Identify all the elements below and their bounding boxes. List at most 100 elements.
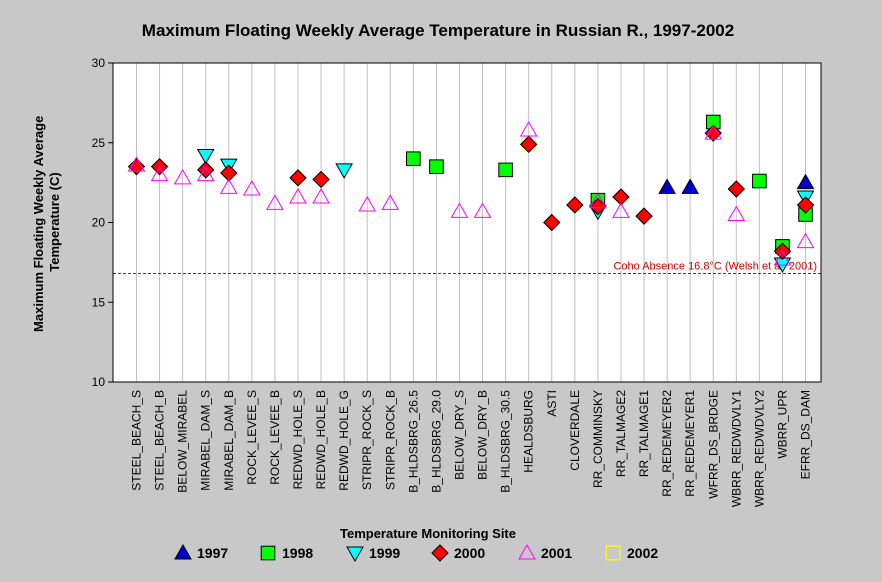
point-2001 (450, 202, 469, 218)
annotation-group: Coho Absence 16.8°C (Welsh et al. 2001) (113, 261, 821, 275)
point-2001 (796, 232, 815, 249)
point-2000 (220, 164, 238, 182)
legend-marker-2001 (518, 543, 536, 560)
x-tick-label: MIRABEL_DAM_B (222, 390, 236, 491)
x-tick-label: STRIPR_ROCK_B (383, 390, 397, 490)
point-2000 (519, 135, 538, 154)
threshold-label: Coho Absence 16.8°C (Welsh et al. 2001) (613, 261, 817, 273)
x-tick-label: BELOW_DRY_S (452, 390, 466, 480)
point-2001 (173, 168, 192, 185)
legend-label: 1998 (282, 545, 313, 561)
x-tick-label: B_HLDSBRG_29.0 (429, 390, 443, 493)
x-tick-label: RR_REDEMEYER2 (660, 390, 674, 497)
x-tick-label: WFRR_DS_BRDGE (706, 390, 720, 499)
x-tick-label: RR_TALMAGE2 (614, 390, 628, 477)
data-points (127, 114, 815, 273)
point-2001 (589, 192, 607, 209)
x-tick-label: WBRR_REDWDVLY2 (752, 390, 766, 507)
point-1997 (658, 178, 676, 194)
point-2000 (612, 188, 630, 206)
legend-label: 2002 (627, 545, 658, 561)
point-2001 (150, 165, 169, 182)
legend-label: 2001 (541, 545, 572, 561)
point-1999 (335, 163, 353, 179)
x-tick-label: WBRR_REDWDVLY1 (729, 390, 743, 507)
x-tick-label: BELOW_MIRABEL (176, 390, 190, 493)
point-2000 (312, 170, 330, 189)
y-tick-label: 10 (92, 375, 106, 389)
x-axis-categories: STEEL_BEACH_S STEEL_BEACH_B BELOW_MIRABEL M… (130, 390, 813, 507)
y-axis-label-line2: Temperature (C) (47, 172, 62, 271)
point-2001 (381, 194, 400, 210)
point-2001 (612, 202, 630, 218)
legend-label: 1999 (369, 545, 400, 561)
x-tick-label: HEALDSBURG (522, 390, 536, 473)
point-1997 (681, 178, 700, 194)
x-tick-label: STEEL_BEACH_B (153, 390, 167, 491)
point-2001 (358, 195, 377, 212)
point-2000 (635, 207, 653, 225)
legend-label: 1997 (197, 545, 228, 561)
legend: 1997 1998 1999 2000 2001 2002 (174, 543, 658, 563)
y-axis-label-line1: Maximum Floating Weekly Average (31, 116, 46, 332)
x-tick-label: STRIPR_ROCK_S (360, 390, 374, 490)
point-2001 (242, 179, 261, 196)
point-1997 (796, 173, 815, 190)
x-tick-label: RR_REDEMEYER1 (683, 390, 697, 497)
y-tick-label: 30 (92, 56, 106, 70)
x-tick-label: STEEL_BEACH_S (130, 390, 144, 491)
chart-title: Maximum Floating Weekly Average Temperat… (142, 21, 734, 40)
point-2000 (566, 196, 584, 214)
point-2001 (196, 165, 215, 182)
point-2000 (727, 180, 746, 198)
x-tick-label: B_HLDSBRG_26.5 (406, 390, 420, 493)
point-2000 (704, 124, 722, 142)
point-1999 (196, 149, 215, 165)
point-2000 (289, 169, 307, 187)
point-2001 (266, 194, 284, 210)
grid-lines (136, 63, 807, 382)
point-1998 (429, 159, 444, 174)
x-tick-label: REDWD_HOLE_B (314, 390, 328, 489)
x-tick-label: EFRR_DS_DAM (799, 390, 813, 479)
point-2001 (219, 178, 238, 194)
legend-marker-1997 (174, 543, 192, 560)
point-2001 (727, 205, 746, 222)
y-tick-label: 20 (92, 216, 106, 230)
point-2001 (312, 187, 330, 204)
point-1998 (406, 151, 421, 166)
x-tick-label: B_HLDSBRG_30.5 (499, 390, 513, 493)
y-axis: 10 15 20 25 30 (92, 56, 113, 389)
x-axis-label: Temperature Monitoring Site (340, 526, 516, 541)
x-tick-label: REDWD_HOLE_G (337, 390, 351, 491)
point-2001 (519, 120, 538, 137)
x-tick-label: MIRABEL_DAM_S (199, 390, 213, 491)
point-2001 (127, 156, 146, 172)
point-2001 (289, 187, 307, 204)
point-2001 (773, 250, 792, 266)
y-axis-label: Maximum Floating Weekly Average Temperat… (31, 112, 62, 332)
plot-frame (112, 62, 822, 383)
x-tick-label: CLOVERDALE (568, 390, 582, 471)
y-tick-label: 25 (92, 136, 106, 150)
x-tick-label: ROCK_LEVEE_B (268, 390, 282, 485)
point-1998 (498, 162, 513, 178)
x-tick-label: ROCK_LEVEE_S (245, 390, 259, 485)
point-2001 (704, 124, 723, 140)
point-2001 (473, 202, 492, 218)
y-tick-label: 15 (92, 295, 106, 309)
x-tick-label: REDWD_HOLE_S (291, 390, 305, 489)
legend-label: 2000 (454, 545, 485, 561)
x-tick-label: ASTI (545, 390, 559, 417)
legend-marker-1999 (346, 546, 364, 563)
point-1998 (752, 173, 767, 189)
legend-marker-1998 (260, 545, 276, 561)
point-2000 (543, 213, 561, 232)
x-tick-label: BELOW_DRY_B (476, 390, 490, 480)
plot-area (113, 63, 821, 382)
legend-marker-2002 (605, 545, 621, 561)
x-tick-label: RR_COMMINSKY (591, 390, 605, 488)
legend-marker-2000 (431, 544, 449, 562)
x-tick-label: WBRR_UPR (775, 390, 789, 459)
